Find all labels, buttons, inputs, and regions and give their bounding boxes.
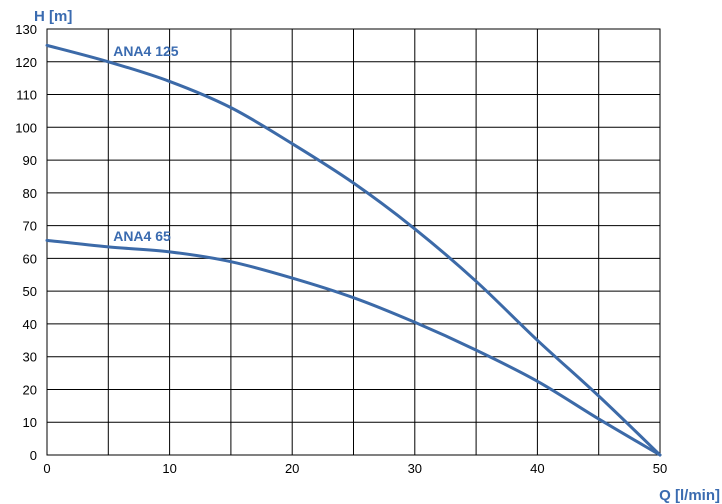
y-tick-label: 110 bbox=[16, 88, 37, 103]
y-tick-label: 100 bbox=[15, 120, 37, 135]
x-tick-label: 30 bbox=[408, 461, 422, 476]
x-tick-label: 50 bbox=[653, 461, 667, 476]
x-axis-title: Q [l/min] bbox=[659, 487, 720, 504]
x-tick-label: 0 bbox=[43, 461, 50, 476]
series-label: ANA4 125 bbox=[113, 43, 179, 59]
y-tick-label: 70 bbox=[23, 219, 37, 234]
series-line bbox=[45, 43, 662, 457]
y-tick-label: 10 bbox=[23, 415, 37, 430]
plot-frame bbox=[46, 28, 661, 456]
y-tick-label: 120 bbox=[15, 55, 37, 70]
x-tick-label: 20 bbox=[285, 461, 299, 476]
y-tick-label: 60 bbox=[23, 251, 37, 266]
x-tick-label: 10 bbox=[162, 461, 176, 476]
y-axis-title: H [m] bbox=[34, 8, 72, 25]
series-labels: ANA4 125 ANA4 65 bbox=[113, 43, 179, 244]
series-lines bbox=[45, 43, 662, 457]
series-label: ANA4 65 bbox=[113, 228, 171, 244]
y-tick-label: 40 bbox=[23, 317, 37, 332]
y-tick-label: 0 bbox=[30, 448, 37, 463]
y-tick-label: 20 bbox=[23, 382, 37, 397]
y-tick-label: 90 bbox=[23, 153, 37, 168]
y-tick-label: 130 bbox=[15, 22, 37, 37]
y-tick-label: 30 bbox=[23, 350, 37, 365]
y-tick-label: 50 bbox=[23, 284, 37, 299]
y-axis-ticks: 0 10 20 30 40 50 60 70 80 90 100 110 120 130 bbox=[15, 22, 37, 463]
x-axis-ticks: 0 10 20 30 40 50 bbox=[43, 461, 667, 476]
x-tick-label: 40 bbox=[530, 461, 544, 476]
y-tick-label: 80 bbox=[23, 186, 37, 201]
series-line bbox=[45, 238, 662, 457]
